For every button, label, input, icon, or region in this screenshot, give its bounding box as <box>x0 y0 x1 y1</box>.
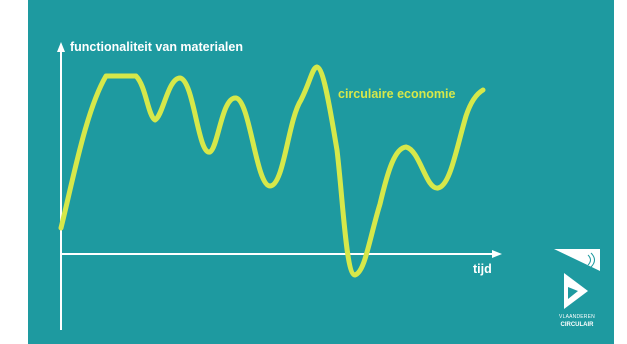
y-axis-arrowhead <box>57 42 65 52</box>
logo-line-1: VLAANDEREN <box>559 314 595 320</box>
video-frame: functionaliteit van materialen tijd circ… <box>28 0 614 344</box>
vlaanderen-circulair-logo-icon <box>554 249 600 309</box>
logo-text: VLAANDEREN CIRCULAIR <box>547 313 607 329</box>
logo-line-2: CIRCULAIR <box>560 322 594 328</box>
curve-label: circulaire economie <box>338 87 456 101</box>
functionality-over-time-diagram <box>57 42 502 330</box>
circular-economy-curve <box>58 64 486 278</box>
x-axis-arrowhead <box>492 250 502 258</box>
y-axis-label: functionaliteit van materialen <box>70 40 243 54</box>
x-axis-label: tijd <box>473 262 492 276</box>
